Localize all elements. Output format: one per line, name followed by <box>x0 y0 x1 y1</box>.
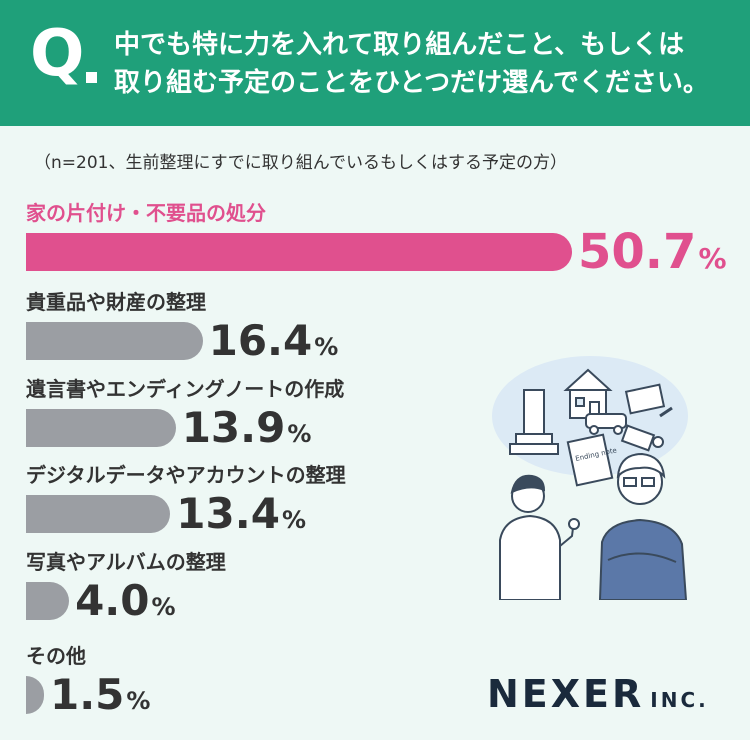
question-header: Q 中でも特に力を入れて取り組んだこと、もしくは 取り組む予定のことをひとつだけ… <box>0 0 750 126</box>
pen-icon <box>659 406 673 418</box>
bar-value-unit: % <box>126 687 151 715</box>
woman-figure <box>499 474 580 600</box>
bar-label: 写真やアルバムの整理 <box>26 550 226 574</box>
bar-value-number: 1.5 <box>50 670 125 719</box>
bar-value: 4.0% <box>75 580 175 622</box>
grave-icon <box>509 389 559 455</box>
bar-value: 13.4% <box>176 493 306 535</box>
bar <box>26 495 171 533</box>
bar <box>26 409 176 447</box>
bar-label: 遺言書やエンディングノートの作成 <box>26 377 345 401</box>
bar-value-number: 16.4 <box>208 316 313 365</box>
logo-sub: INC. <box>650 688 709 712</box>
sample-note: （n=201、生前整理にすでに取り組んでいるもしくはする予定の方） <box>34 153 567 173</box>
man-figure <box>598 452 688 600</box>
money-icon <box>620 424 664 452</box>
bar-value-unit: % <box>151 593 176 621</box>
bar-label: 貴重品や財産の整理 <box>26 290 206 314</box>
bankbook-icon <box>624 383 666 415</box>
question-line-2: 取り組む予定のことをひとつだけ選んでください。 <box>114 68 709 98</box>
bar-value-number: 13.9 <box>181 403 286 452</box>
logo-main: NEXER <box>487 672 645 716</box>
question-line-1: 中でも特に力を入れて取り組んだこと、もしくは <box>114 30 685 60</box>
ending-note-icon <box>566 433 614 487</box>
q-mark: Q <box>30 17 85 91</box>
bar <box>26 233 572 271</box>
bar <box>26 582 70 620</box>
car-icon <box>585 413 627 435</box>
q-dot <box>86 72 97 83</box>
bar-value-unit: % <box>287 420 312 448</box>
bar-label: デジタルデータやアカウントの整理 <box>26 463 346 487</box>
bar-label: その他 <box>26 644 86 668</box>
bar-value-number: 50.7 <box>578 224 697 280</box>
bar-value: 1.5% <box>50 674 150 716</box>
bar-value-number: 13.4 <box>176 489 280 538</box>
bar <box>26 322 203 360</box>
bar-value: 50.7% <box>578 228 727 276</box>
bar-value: 13.9% <box>182 407 312 449</box>
bar <box>26 676 44 714</box>
nexer-logo: NEXER INC. <box>487 672 709 716</box>
question-text: 中でも特に力を入れて取り組んだこと、もしくは 取り組む予定のことをひとつだけ選ん… <box>114 26 734 102</box>
end-of-life-planning-illustration: Ending note <box>492 356 688 600</box>
bar-value-unit: % <box>314 333 339 361</box>
bar-value: 16.4% <box>209 320 339 362</box>
bar-value-unit: % <box>698 242 727 275</box>
bar-value-unit: % <box>281 506 306 534</box>
bar-value-number: 4.0 <box>75 576 150 625</box>
bar-label: 家の片付け・不要品の処分 <box>26 201 266 225</box>
